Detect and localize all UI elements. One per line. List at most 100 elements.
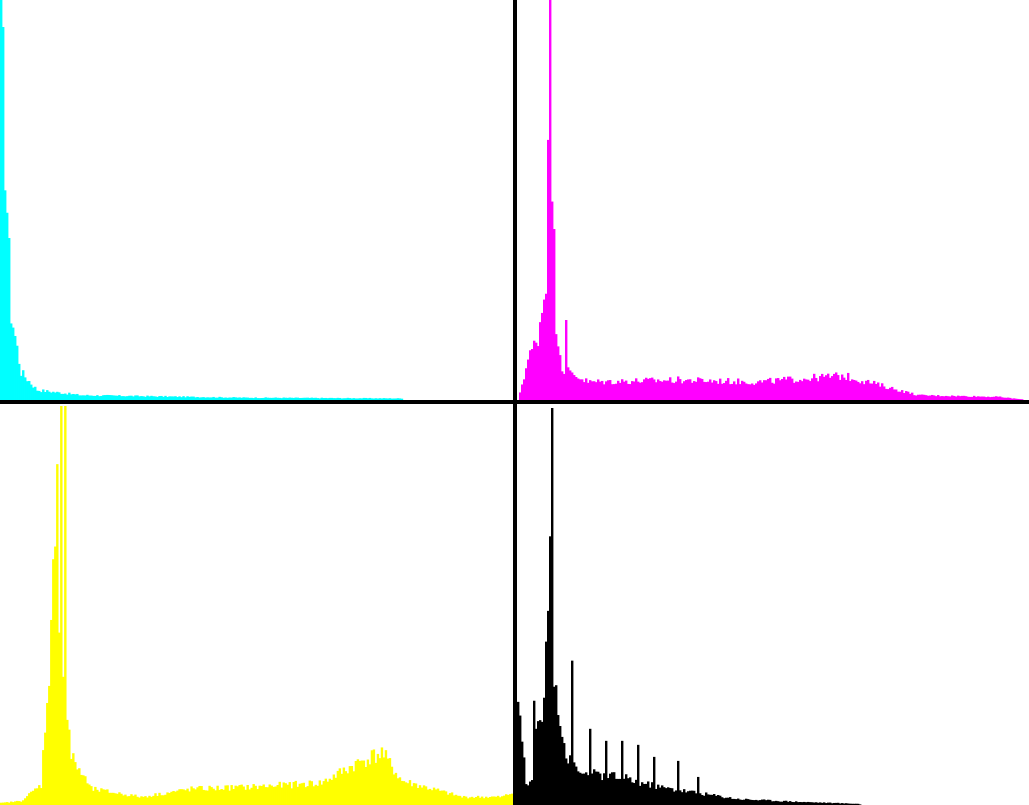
yellow-histogram-bar xyxy=(374,762,378,805)
magenta-histogram-bar xyxy=(777,378,780,400)
magenta-histogram-bar xyxy=(521,384,524,400)
magenta-histogram-bar xyxy=(887,389,890,400)
yellow-histogram-bar xyxy=(80,774,83,805)
cyan-histogram-bar xyxy=(130,395,133,400)
cyan-histogram-bar xyxy=(348,398,352,400)
black-histogram-bar xyxy=(607,778,610,805)
cyan-histogram-bar xyxy=(138,396,141,400)
horizontal-divider xyxy=(0,400,1029,404)
yellow-histogram-bar xyxy=(260,785,263,805)
cyan-histogram-bar xyxy=(274,397,277,400)
black-histogram-bar xyxy=(845,803,848,805)
magenta-histogram-bar xyxy=(805,379,808,400)
black-histogram-bar xyxy=(639,785,642,805)
yellow-histogram-bar xyxy=(48,685,51,805)
cyan-histogram-bar xyxy=(58,392,61,400)
cyan-histogram-bar xyxy=(266,397,269,400)
magenta-histogram-bar xyxy=(573,375,576,400)
black-histogram-bar xyxy=(801,802,804,805)
yellow-histogram-bar xyxy=(66,719,69,805)
yellow-histogram-bar xyxy=(300,783,303,805)
yellow-histogram-bar xyxy=(434,789,438,805)
magenta-histogram-bar xyxy=(525,368,528,400)
magenta-histogram-bar xyxy=(835,372,838,400)
black-histogram-bar xyxy=(663,787,666,805)
magenta-histogram-bar xyxy=(549,0,552,400)
magenta-histogram-bar xyxy=(979,396,982,400)
yellow-histogram-bar xyxy=(216,785,219,805)
cyan-histogram-bar xyxy=(74,394,77,400)
black-histogram-bar xyxy=(579,772,582,805)
cyan-histogram-bar xyxy=(210,397,213,400)
cyan-histogram-bar xyxy=(364,397,368,400)
yellow-histogram-bar xyxy=(6,802,9,805)
yellow-histogram-bar xyxy=(492,796,496,805)
yellow-histogram-bar xyxy=(330,779,334,805)
black-histogram-bar xyxy=(519,715,522,805)
yellow-histogram-bar xyxy=(320,784,324,805)
yellow-histogram-bar xyxy=(272,786,275,805)
magenta-histogram-bar xyxy=(1017,398,1020,400)
magenta-histogram-bar xyxy=(885,388,888,400)
magenta-histogram-bar xyxy=(597,379,600,400)
yellow-histogram-bar xyxy=(142,796,145,805)
cyan-histogram-bar xyxy=(216,397,219,400)
black-histogram-bar xyxy=(585,772,588,805)
magenta-histogram-bar xyxy=(761,382,764,400)
cyan-histogram-bar xyxy=(208,397,211,400)
black-histogram-bar xyxy=(557,715,560,805)
cyan-histogram-bar xyxy=(338,397,342,400)
magenta-histogram-bar xyxy=(537,346,540,400)
cyan-histogram-bar xyxy=(214,397,217,400)
black-histogram-bar xyxy=(649,787,652,805)
yellow-histogram-bar xyxy=(76,769,79,805)
magenta-histogram-bar xyxy=(849,381,852,400)
black-histogram-bar xyxy=(781,801,784,805)
yellow-histogram-bar xyxy=(258,785,261,805)
cyan-histogram-bar xyxy=(254,397,257,400)
cyan-histogram-bar xyxy=(390,398,394,400)
magenta-histogram-bar xyxy=(799,379,802,400)
magenta-histogram-bar xyxy=(933,395,936,400)
magenta-histogram-bar xyxy=(795,381,798,400)
magenta-histogram-bar xyxy=(571,372,574,400)
yellow-histogram-bar xyxy=(458,795,462,805)
yellow-histogram-bar xyxy=(496,795,500,805)
cyan-histogram-bar xyxy=(250,397,253,400)
yellow-histogram-bar xyxy=(408,780,412,805)
yellow-histogram-bar xyxy=(224,785,227,805)
magenta-histogram-bar xyxy=(659,381,662,400)
cyan-histogram-bar xyxy=(186,396,189,400)
yellow-histogram-bar xyxy=(24,798,27,805)
magenta-histogram-bar xyxy=(789,376,792,400)
cyan-histogram-bar xyxy=(310,397,314,400)
yellow-histogram-bar xyxy=(180,789,183,805)
magenta-histogram-bar xyxy=(957,395,960,400)
black-histogram-bar xyxy=(583,773,586,805)
cyan-histogram-bar xyxy=(78,395,81,400)
cyan-histogram-bar xyxy=(142,396,145,400)
yellow-histogram-bar xyxy=(468,797,472,805)
magenta-histogram-bar xyxy=(813,373,816,400)
magenta-histogram-bar xyxy=(815,377,818,400)
cyan-histogram-bar xyxy=(256,398,259,400)
magenta-histogram-bar xyxy=(709,379,712,400)
yellow-histogram-bar xyxy=(464,796,468,805)
yellow-histogram-bar xyxy=(106,789,109,805)
magenta-histogram-bar xyxy=(657,379,660,400)
magenta-histogram-bar xyxy=(591,381,594,400)
cyan-histogram-bar xyxy=(20,375,23,400)
yellow-histogram-bar xyxy=(184,790,187,805)
yellow-histogram-bar xyxy=(244,789,247,805)
magenta-histogram-bar xyxy=(935,396,938,400)
yellow-histogram-bar xyxy=(286,784,289,805)
cyan-histogram-bar xyxy=(318,398,322,400)
black-histogram-bar xyxy=(645,783,648,805)
cyan-histogram-bar xyxy=(2,27,5,400)
cyan-histogram-bar xyxy=(206,397,209,400)
magenta-histogram-bar xyxy=(727,378,730,400)
cyan-histogram-bar xyxy=(396,398,400,400)
yellow-histogram-bar xyxy=(176,790,179,805)
magenta-histogram-bar xyxy=(773,383,776,400)
black-histogram-bar xyxy=(739,799,742,805)
